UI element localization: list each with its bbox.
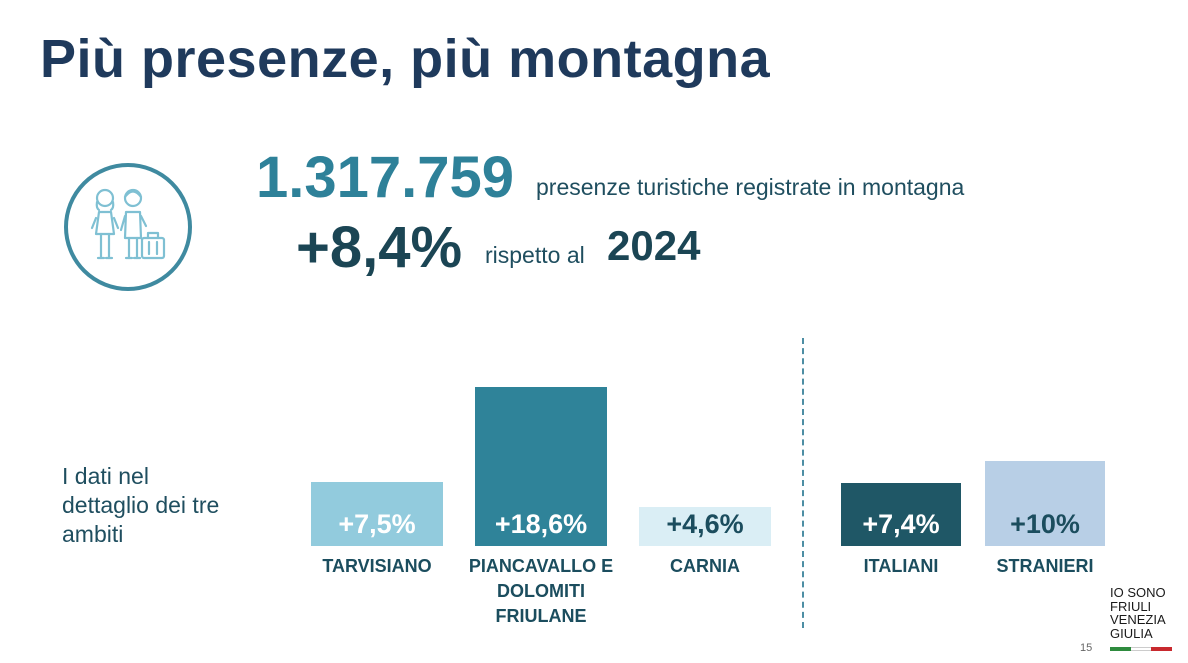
bar-stranieri: +10% [985,461,1105,546]
flag-white [1130,647,1152,651]
change-percentage: +8,4% [296,215,463,280]
bar-tarvisiano: +7,5% [311,482,443,546]
bar-value-label: +7,4% [862,509,940,539]
category-label: CARNIA [670,556,740,576]
logo-line: FRIULI [1110,598,1152,614]
category-label: ITALIANI [863,556,939,576]
bar-value-label: +18,6% [494,509,588,539]
flag-red [1151,647,1173,651]
page-number: 15 [1080,642,1093,654]
bar-carnia: +4,6% [639,507,771,546]
logo-line: IO SONO [1110,585,1166,600]
comparison-text: rispetto al [485,242,585,268]
logo-line: VENEZIA [1110,612,1166,627]
group-divider [802,338,804,628]
category-label: TARVISIANO [322,556,432,576]
italian-flag-stripe [1110,647,1173,651]
bar-value-label: +4,6% [666,509,744,539]
total-presences-description: presenze turistiche registrate in montag… [536,174,965,200]
page-title: Più presenze, più montagna [40,29,771,89]
region-logo: IO SONO FRIULI VENEZIA GIULIA [1110,586,1174,640]
logo-line: GIULIA [1110,625,1153,641]
comparison-year: 2024 [607,222,701,269]
category-label: PIANCAVALLO E DOLOMITI FRIULANE [468,556,614,626]
bar-value-label: +7,5% [338,509,416,539]
tourists-with-suitcase-icon [63,162,193,292]
bar-piancavallo-e-dolomiti-friulane: +18,6% [475,387,607,546]
flag-green [1110,647,1131,651]
category-label: STRANIERI [996,556,1094,576]
bar-italiani: +7,4% [841,483,961,546]
bar-value-label: +10% [1010,509,1080,539]
detail-label: I dati nel dettaglio dei tre ambiti [62,463,220,547]
total-presences-number: 1.317.759 [256,145,515,210]
